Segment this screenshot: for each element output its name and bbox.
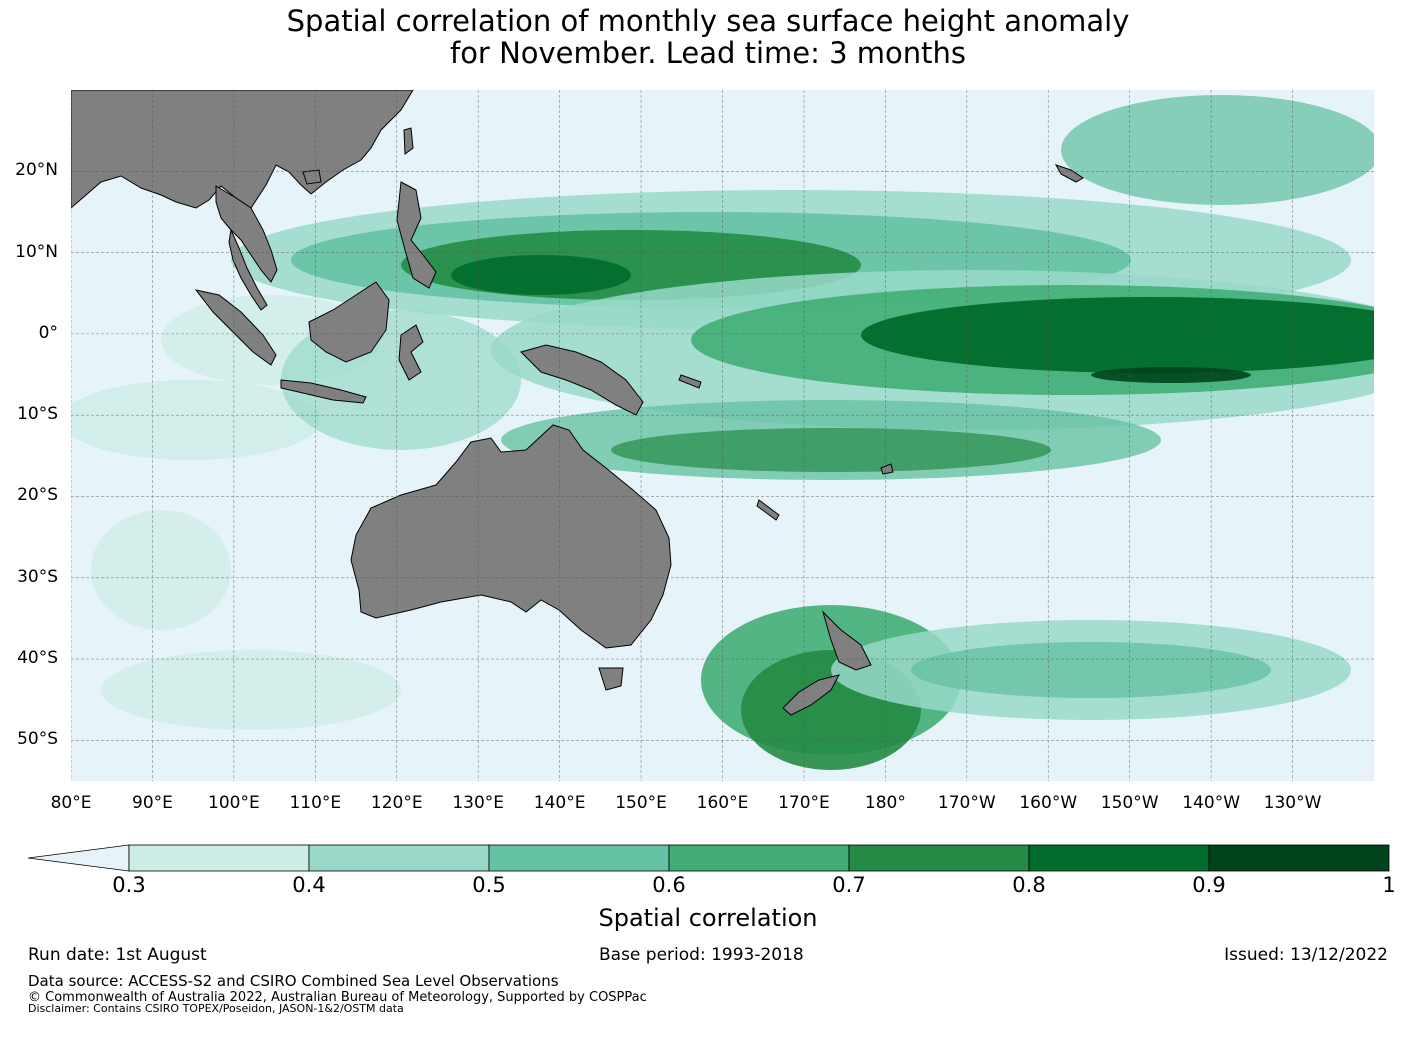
band-northeast-pacific [1061, 95, 1374, 205]
lon-label: 110°E [289, 793, 342, 813]
fiji [880, 463, 894, 475]
philippines [396, 181, 437, 289]
lat-lon-grid [71, 90, 1374, 781]
band-southern-pacific-mid [911, 642, 1271, 698]
lon-label: 160°W [1019, 793, 1078, 813]
correlation-map [71, 90, 1374, 781]
lon-label: 130°W [1263, 793, 1322, 813]
land-masses [71, 90, 1084, 716]
colorbar-segment [308, 844, 490, 872]
colorbar-segment [1028, 844, 1210, 872]
sumatra [194, 289, 277, 366]
australia [350, 424, 672, 649]
solomon-islands [678, 374, 702, 389]
lat-label: 20°N [15, 160, 58, 181]
colorbar-tick: 0.5 [472, 873, 506, 897]
map-canvas [71, 90, 1374, 781]
lat-label: 40°S [17, 648, 58, 669]
data-source: Data source: ACCESS-S2 and CSIRO Combine… [28, 972, 559, 990]
map-title-line-2: for November. Lead time: 3 months [449, 36, 967, 70]
base-period: Base period: 1993-2018 [599, 945, 804, 965]
band-equatorial-peak [1091, 367, 1251, 383]
lon-label: 130°E [452, 793, 505, 813]
colorbar-segment [128, 844, 310, 872]
lon-label: 170°E [778, 793, 830, 813]
java [280, 379, 367, 404]
lat-label: 0° [38, 322, 58, 343]
colorbar-tick: 0.9 [1192, 873, 1226, 897]
hainan [302, 169, 322, 185]
colorbar [28, 844, 1390, 872]
new-zealand-north [821, 610, 872, 671]
copyright-notice: © Commonwealth of Australia 2022, Austra… [28, 990, 647, 1005]
lon-label: 120°E [370, 793, 423, 813]
sulawesi [398, 324, 424, 381]
band-indian-ocean-south [71, 380, 321, 460]
new-zealand-south [782, 674, 840, 716]
new-guinea [520, 344, 644, 416]
lon-label: 160°E [696, 793, 749, 813]
colorbar-segment [488, 844, 670, 872]
taiwan [403, 127, 414, 155]
colorbar-segment [1208, 844, 1390, 872]
lon-label: 140°W [1182, 793, 1241, 813]
run-date: Run date: 1st August [28, 945, 207, 965]
lon-label: 180° [864, 793, 906, 813]
lat-label: 20°S [17, 485, 58, 506]
correlation-bands [71, 95, 1374, 770]
colorbar-label: Spatial correlation [598, 904, 818, 932]
colorbar-tick: 0.6 [652, 873, 686, 897]
colorbar-tick: 0.7 [832, 873, 866, 897]
lat-label: 10°S [17, 404, 58, 425]
borneo [308, 281, 390, 363]
asia-landmass [71, 90, 414, 209]
lon-label: 90°E [132, 793, 173, 813]
new-caledonia [756, 499, 780, 521]
colorbar-tick: 0.4 [292, 873, 326, 897]
disclaimer: Disclaimer: Contains CSIRO TOPEX/Poseido… [28, 1002, 404, 1015]
lon-label: 80°E [50, 793, 92, 813]
lat-label: 30°S [17, 566, 58, 587]
band-western-indian [91, 510, 231, 630]
lon-label: 100°E [208, 793, 260, 813]
band-south-equatorial-high [611, 428, 1051, 472]
colorbar-segment [848, 844, 1030, 872]
lon-label: 150°E [615, 793, 667, 813]
colorbar-segment [668, 844, 850, 872]
colorbar-tick: 0.8 [1012, 873, 1046, 897]
colorbar-tick: 1 [1382, 873, 1396, 897]
map-title-line-1: Spatial correlation of monthly sea surfa… [286, 4, 1130, 38]
lon-label: 140°E [533, 793, 586, 813]
band-north-equatorial-peak [451, 255, 631, 295]
band-equatorial-high [861, 297, 1374, 373]
band-southern-indian [101, 650, 401, 730]
hawaii [1054, 164, 1084, 183]
colorbar-under-triangle [28, 844, 130, 872]
lat-label: 10°N [15, 241, 58, 262]
colorbar-tick: 0.3 [112, 873, 146, 897]
issued-date: Issued: 13/12/2022 [1224, 945, 1388, 965]
colorbar-segments [128, 844, 1390, 872]
indochina-landmass [215, 185, 278, 283]
lon-label: 170°W [937, 793, 996, 813]
lon-label: 150°W [1100, 793, 1159, 813]
lat-label: 50°S [17, 729, 58, 750]
tasmania [598, 667, 624, 691]
malay-peninsula [228, 228, 268, 311]
